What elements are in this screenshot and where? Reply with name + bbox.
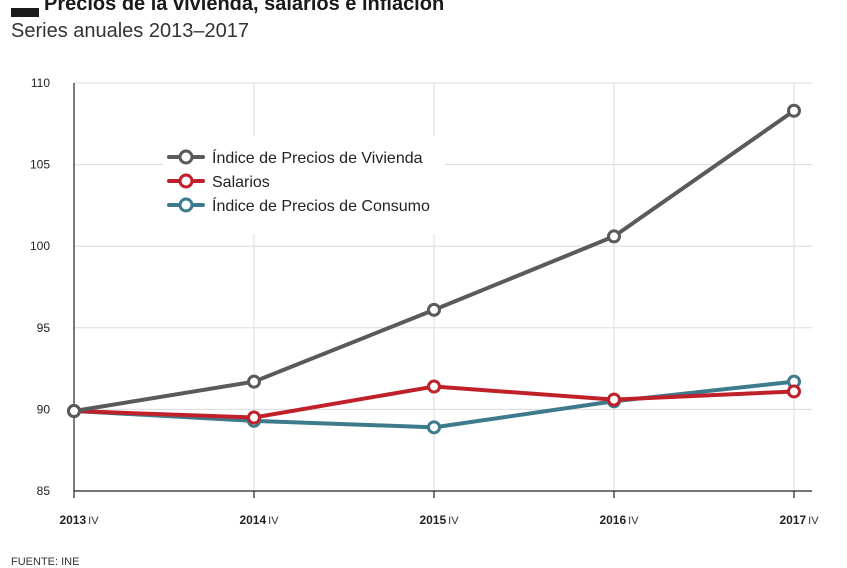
- data-point: [427, 302, 441, 317]
- y-tick-label: 85: [37, 484, 51, 498]
- legend: Índice de Precios de Vivienda Salarios Índ…: [163, 136, 445, 234]
- y-tick-label: 100: [30, 239, 50, 253]
- data-point: [427, 379, 441, 394]
- legend-label: Índice de Precios de Consumo: [212, 196, 430, 215]
- x-tick-label: 2016 IV: [599, 513, 639, 527]
- data-point: [67, 404, 81, 419]
- legend-swatch-marker: [178, 149, 194, 165]
- legend-swatch-marker: [178, 197, 194, 213]
- chart-title: Precios de la vivienda, salarios e infla…: [44, 0, 445, 15]
- legend-label: Índice de Precios de Vivienda: [212, 148, 423, 167]
- x-tick-label: 2015 IV: [419, 513, 459, 527]
- legend-swatch-marker: [178, 173, 194, 189]
- x-tick-label: 2014 IV: [239, 513, 279, 527]
- data-point: [787, 103, 801, 118]
- x-tick-label: 2013 IV: [59, 513, 99, 527]
- data-point: [607, 229, 621, 244]
- data-point: [607, 392, 621, 407]
- data-point: [787, 384, 801, 399]
- source-note: FUENTE: INE: [11, 556, 80, 568]
- series: [67, 103, 801, 435]
- x-tick-label: 2017 IV: [779, 513, 819, 527]
- y-tick-label: 110: [31, 76, 50, 90]
- data-point: [427, 420, 441, 435]
- legend-background: [163, 136, 445, 234]
- data-point: [247, 410, 261, 425]
- data-point: [247, 374, 261, 389]
- chart-subtitle: Series anuales 2013–2017: [11, 20, 249, 42]
- y-tick-label: 95: [37, 321, 51, 335]
- chart-title-bar: Precios de la vivienda, salarios e infla…: [8, 0, 843, 23]
- axes: 85 90 95 100 105 110 2013 IV 2014 IV 2015 IV 2016 IV 2…: [30, 76, 819, 527]
- y-tick-label: 90: [37, 402, 51, 416]
- y-tick-label: 105: [30, 158, 50, 172]
- legend-label: Salarios: [212, 174, 270, 191]
- title-swatch: [11, 8, 39, 17]
